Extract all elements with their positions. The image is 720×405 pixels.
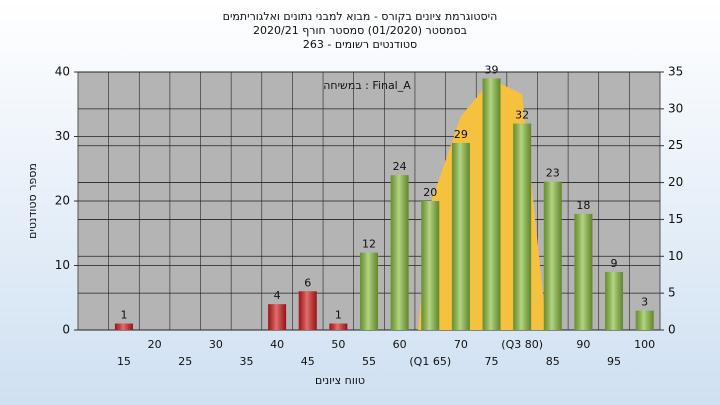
bar-shade [390, 175, 409, 330]
x-tick-label: 55 [362, 355, 376, 368]
x-tick-label: 100 [634, 338, 655, 351]
y2-tick-label: 0 [668, 323, 676, 337]
y2-tick-label: 35 [668, 65, 683, 79]
bar-shade [329, 323, 348, 330]
bar-shade [268, 304, 287, 330]
annotation: במשיחה : Final_A [323, 79, 411, 92]
bar-shade [114, 323, 133, 330]
y-axis-label: מספר סטודנטים [26, 163, 39, 239]
y-tick-label: 40 [55, 65, 70, 79]
x-tick-label: 45 [301, 355, 315, 368]
x-tick-label: 95 [607, 355, 621, 368]
x-tick-label: 40 [270, 338, 284, 351]
value-label: 6 [304, 276, 311, 289]
bar-shade [298, 291, 317, 330]
x-tick-label: 85 [546, 355, 560, 368]
y2-tick-label: 10 [668, 249, 683, 263]
value-label: 12 [362, 238, 376, 251]
x-tick-label: 25 [178, 355, 192, 368]
y-tick-label: 20 [55, 194, 70, 208]
x-tick-label: 60 [393, 338, 407, 351]
value-label: 18 [576, 199, 590, 212]
x-axis-label: טווח ציונים [315, 374, 365, 387]
value-label: 39 [485, 63, 499, 76]
x-tick-label: 20 [148, 338, 162, 351]
y-tick-label: 30 [55, 129, 70, 143]
x-tick-label: 30 [209, 338, 223, 351]
value-label: 9 [611, 257, 618, 270]
y2-tick-label: 15 [668, 212, 683, 226]
y2-tick-label: 25 [668, 138, 683, 152]
y2-tick-label: 20 [668, 175, 683, 189]
bar-shade [513, 123, 532, 330]
x-tick-label: 15 [117, 355, 131, 368]
x-tick-label: 35 [239, 355, 253, 368]
value-label: 20 [423, 186, 437, 199]
title-line: בסמסטר (01/2020) סמסטר חורף 2020/21 [253, 24, 467, 37]
bar-shade [605, 271, 624, 330]
value-label: 23 [546, 167, 560, 180]
bar-shade [451, 142, 470, 330]
x-tick-label: 75 [485, 355, 499, 368]
value-label: 1 [335, 309, 342, 322]
x-tick-label: (Q3 80) [501, 338, 543, 351]
bar-shade [360, 252, 378, 330]
value-label: 32 [515, 109, 529, 122]
y-tick-label: 0 [62, 323, 70, 337]
y2-tick-label: 5 [668, 286, 676, 300]
value-label: 1 [120, 309, 127, 322]
title-line: 263 - סטודנטים רשומים [303, 38, 417, 51]
value-label: 29 [454, 128, 468, 141]
y2-tick-label: 30 [668, 101, 683, 115]
x-tick-label: (Q1 65) [409, 355, 451, 368]
value-label: 3 [641, 296, 648, 309]
y-tick-label: 10 [55, 258, 70, 272]
bar-shade [574, 213, 593, 330]
bar-shade [543, 181, 562, 330]
bar-shade [635, 310, 654, 330]
bar-shade [421, 201, 440, 330]
value-label: 24 [393, 160, 407, 173]
x-tick-label: 90 [576, 338, 590, 351]
title-line: היסטוגרמת ציונים בקורס - מבוא למבני נתונ… [223, 10, 498, 23]
x-tick-label: 50 [331, 338, 345, 351]
bar-shade [482, 78, 501, 330]
x-tick-label: 70 [454, 338, 468, 351]
value-label: 4 [274, 289, 281, 302]
